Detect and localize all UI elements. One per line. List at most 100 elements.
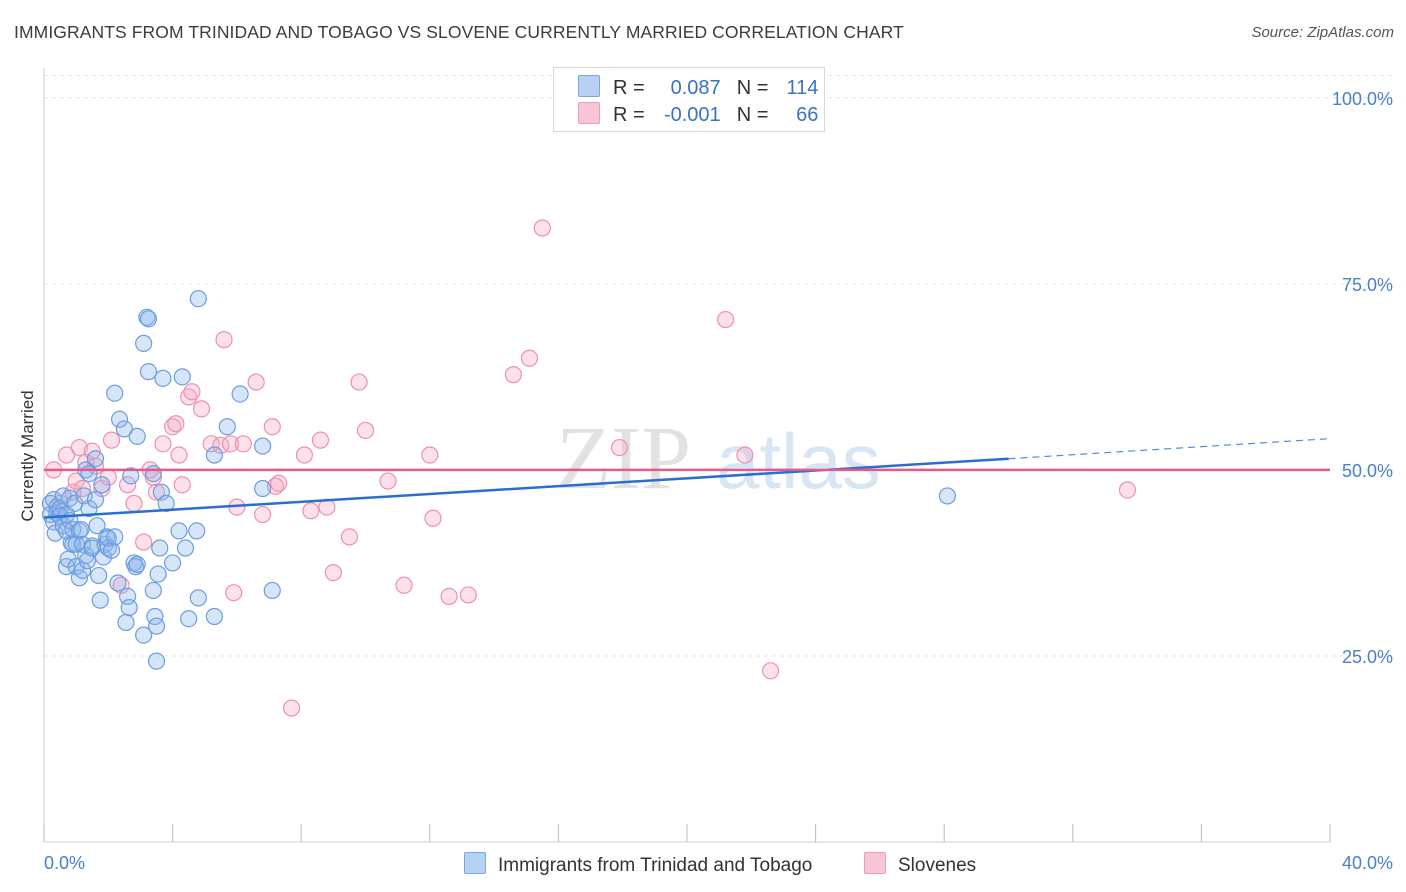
legend-n-label: N = <box>736 104 769 126</box>
trend-lines <box>43 438 1331 519</box>
legend-n-value: 66 <box>796 104 819 126</box>
slovene-point <box>424 509 442 527</box>
trinidad-point <box>120 598 138 617</box>
trinidad-point <box>88 517 106 535</box>
trinidad-point <box>61 489 79 507</box>
slovene-point <box>302 502 320 520</box>
slovene-point <box>70 438 88 457</box>
trinidad-point <box>86 491 105 509</box>
trinidad-point <box>139 310 158 328</box>
trinidad-point <box>122 467 140 485</box>
legend-row-slovenes: R = -0.001 N = 66 <box>578 102 818 128</box>
trinidad-point <box>90 566 108 585</box>
slovene-point <box>154 435 172 453</box>
trinidad-point <box>115 420 133 438</box>
trinidad-point <box>91 591 109 609</box>
slovene-point <box>183 383 201 401</box>
watermark-zip: ZIP <box>556 409 691 508</box>
trinidad-point <box>254 479 272 498</box>
slovene-point <box>192 400 211 418</box>
trinidad-point <box>86 450 105 468</box>
y-tick-label: 100.0% <box>1332 89 1393 109</box>
slovene-point <box>254 505 272 524</box>
series-label-slovenes: Slovenes <box>898 855 977 876</box>
trinidad-point <box>173 368 191 386</box>
tick-labels: 25.0% 50.0% 75.0% 100.0% 0.0% 40.0% <box>44 89 1393 873</box>
slovene-point <box>340 528 359 546</box>
trinidad-point <box>147 652 166 670</box>
slovene-point <box>379 472 397 490</box>
trinidad-point <box>80 499 98 518</box>
legend-n-label: N = <box>736 77 769 99</box>
trinidad-trend-extension <box>1008 438 1331 460</box>
trinidad-point <box>109 574 127 592</box>
slovene-point <box>716 310 735 329</box>
trinidad-point <box>189 290 207 308</box>
series-swatch-blue <box>464 852 486 874</box>
series-legend-trinidad: Immigrants from Trinidad and Tobago <box>464 852 812 877</box>
slovene-point <box>282 699 301 717</box>
slovene-point <box>234 435 252 453</box>
slovene-point <box>459 586 477 604</box>
trinidad-point <box>93 476 111 494</box>
trinidad-point <box>263 581 281 600</box>
slovene-point <box>221 435 240 453</box>
slovene-point <box>173 476 191 494</box>
trinidad-point <box>152 483 170 501</box>
y-tick-label: 50.0% <box>1342 461 1393 481</box>
axes <box>43 68 1331 843</box>
slovene-point <box>266 477 285 495</box>
slovene-point <box>125 494 143 512</box>
x-tick-label-max: 40.0% <box>1342 853 1393 873</box>
slovene-point <box>164 418 182 436</box>
y-axis-label: Currently Married <box>18 390 37 521</box>
trinidad-point <box>135 626 153 644</box>
trinidad-point <box>80 465 98 483</box>
trinidad-point <box>128 555 146 574</box>
trinidad-point <box>144 581 162 600</box>
series-swatch-pink <box>864 852 886 874</box>
trinidad-point <box>180 610 198 628</box>
slovene-point <box>350 373 368 391</box>
trinidad-points <box>41 290 957 670</box>
slovene-point <box>147 483 166 501</box>
legend-swatch-pink <box>578 102 600 124</box>
series-legend: Immigrants from Trinidad and Tobago Slov… <box>0 852 1406 878</box>
slovene-point <box>736 446 754 464</box>
trinidad-point <box>106 528 124 546</box>
slovene-point <box>263 418 281 436</box>
trinidad-trend-line <box>43 457 1009 519</box>
legend-r-value: -0.001 <box>663 104 721 126</box>
chart-title: IMMIGRANTS FROM TRINIDAD AND TOBAGO VS S… <box>14 22 904 42</box>
legend-r-value: 0.087 <box>670 77 721 99</box>
slovene-point <box>225 584 243 602</box>
slovene-point <box>270 474 288 492</box>
trinidad-point <box>72 520 90 539</box>
slovene-point <box>761 662 780 680</box>
slovene-point <box>324 563 342 582</box>
gridlines <box>44 74 1392 657</box>
trinidad-point <box>117 613 135 632</box>
trinidad-point <box>75 487 93 505</box>
trinidad-point <box>189 589 207 607</box>
trinidad-point <box>164 554 182 572</box>
legend-r-label: R = <box>613 77 645 99</box>
watermark: ZIP atlas <box>556 409 881 508</box>
trinidad-point <box>254 437 272 455</box>
trinidad-point <box>157 494 175 512</box>
trinidad-point <box>188 522 206 540</box>
series-legend-slovenes: Slovenes <box>864 852 976 877</box>
legend-swatch-blue <box>578 75 600 97</box>
slovene-point <box>395 576 413 594</box>
trinidad-point <box>147 617 166 635</box>
trinidad-point <box>128 427 146 445</box>
slovene-point <box>533 219 551 237</box>
slovene-point <box>440 587 458 606</box>
trinidad-point <box>231 385 249 403</box>
trinidad-point <box>139 363 158 381</box>
trinidad-point <box>205 446 223 464</box>
slovene-point <box>180 388 198 406</box>
trinidad-point <box>151 539 169 557</box>
watermark-atlas: atlas <box>716 417 881 505</box>
